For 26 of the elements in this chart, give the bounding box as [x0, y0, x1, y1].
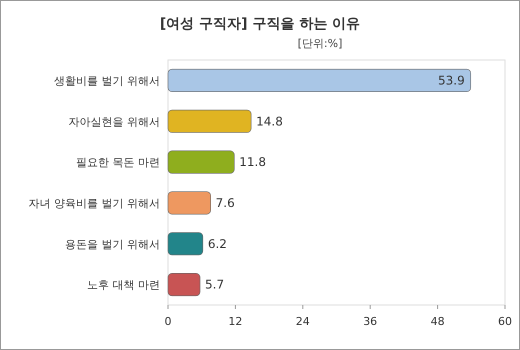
y-tick-label: 용돈을 벌기 위해서 [65, 238, 160, 251]
bar [168, 110, 252, 133]
data-label: 53.9 [438, 73, 465, 88]
data-label: 14.8 [256, 114, 283, 128]
bar [168, 150, 235, 174]
chart-subtitle: [단위:%] [298, 37, 342, 50]
x-tick-label: 12 [228, 315, 242, 328]
bar [168, 191, 211, 214]
x-tick-label: 48 [430, 315, 445, 328]
y-tick-label: 노후 대책 마련 [87, 278, 160, 292]
x-tick-label: 60 [498, 315, 512, 328]
x-tick-label: 36 [363, 315, 378, 328]
data-label: 7.6 [216, 196, 235, 210]
bar [168, 273, 200, 296]
y-tick-label: 생활비를 벌기 위해서 [54, 74, 160, 88]
y-tick-label: 자녀 양육비를 벌기 위해서 [28, 196, 160, 210]
chart-title: [여성 구직자] 구직을 하는 이유 [160, 16, 360, 32]
data-label: 6.2 [208, 236, 227, 251]
bar [168, 68, 472, 92]
x-tick-label: 0 [164, 315, 172, 328]
y-tick-label: 자아실현을 위해서 [68, 115, 160, 128]
data-label: 11.8 [239, 155, 266, 170]
data-label: 5.7 [205, 278, 224, 292]
bar [168, 232, 204, 256]
x-tick-label: 24 [296, 315, 310, 328]
y-tick-label: 필요한 목돈 마련 [76, 156, 160, 170]
